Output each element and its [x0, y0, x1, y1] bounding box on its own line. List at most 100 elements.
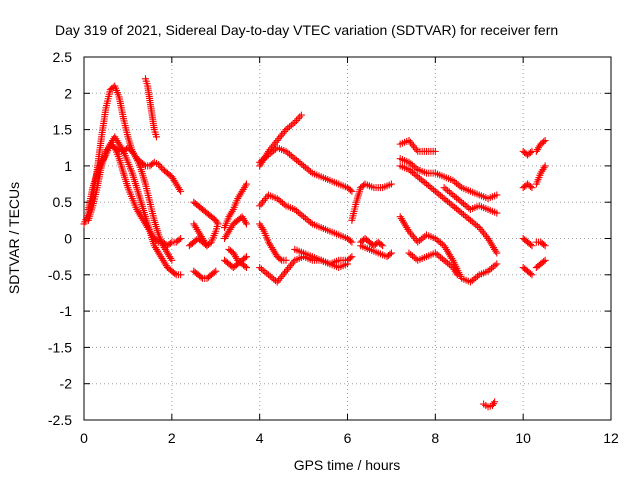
data-point [444, 259, 452, 267]
series-arc-26 [396, 213, 501, 286]
data-point [152, 133, 160, 141]
data-point [257, 265, 265, 273]
data-point [445, 261, 453, 269]
data-point [466, 278, 474, 286]
data-point [435, 237, 443, 245]
x-tick-label: 8 [431, 430, 439, 446]
data-point [293, 207, 301, 215]
data-point [526, 149, 534, 157]
data-point [303, 165, 311, 173]
data-point [344, 260, 351, 268]
data-point [442, 185, 450, 193]
data-point [279, 199, 287, 207]
data-point [348, 238, 356, 246]
data-point [407, 250, 415, 258]
series-arc-30 [519, 147, 536, 159]
data-point [241, 254, 249, 262]
data-point [440, 184, 448, 192]
data-point [412, 171, 420, 179]
chart-title: Day 319 of 2021, Sidereal Day-to-day VTE… [55, 22, 558, 38]
data-point [175, 236, 183, 244]
data-point [493, 260, 501, 268]
series-arc-01 [80, 82, 185, 228]
data-point [456, 182, 464, 190]
data-point [444, 187, 452, 195]
data-points [80, 75, 549, 411]
data-point [301, 163, 309, 171]
data-point [419, 234, 427, 242]
data-point [387, 180, 395, 188]
data-point [456, 208, 464, 216]
data-point [454, 195, 462, 203]
y-tick-label: -1 [60, 303, 73, 319]
data-point [435, 252, 443, 260]
data-point [433, 189, 441, 197]
data-point [541, 162, 549, 170]
data-point [452, 179, 460, 187]
data-point [540, 257, 548, 265]
data-point [444, 197, 452, 205]
data-point [242, 253, 250, 261]
data-point [261, 154, 269, 162]
data-point [292, 117, 300, 125]
data-point [405, 166, 413, 174]
series-arc-04 [106, 140, 176, 264]
data-point [407, 160, 415, 168]
data-point [266, 150, 274, 158]
data-point [407, 167, 415, 175]
data-point [282, 147, 290, 155]
data-point [294, 115, 302, 123]
series-arc-09 [190, 267, 220, 282]
data-point [466, 216, 474, 224]
data-point [438, 255, 446, 263]
data-point [442, 196, 450, 204]
x-tick-label: 6 [344, 430, 352, 446]
data-point [410, 163, 418, 171]
data-point [273, 195, 281, 203]
data-point [256, 264, 264, 272]
series-arc-32 [519, 235, 536, 250]
data-point [305, 217, 313, 225]
data-point [210, 268, 218, 276]
data-point [291, 205, 299, 213]
data-point [437, 239, 445, 247]
data-point [488, 264, 496, 272]
x-axis-label: GPS time / hours [294, 457, 401, 473]
data-point [280, 200, 288, 208]
data-point [445, 188, 453, 196]
data-point [445, 199, 453, 207]
data-point [348, 253, 356, 261]
data-point [259, 266, 267, 274]
data-point [266, 272, 274, 280]
data-point [287, 152, 295, 160]
data-point [433, 250, 441, 258]
data-point [242, 220, 250, 228]
data-point [472, 274, 480, 282]
data-point [294, 208, 302, 216]
series-arc-10 [221, 180, 250, 232]
data-point [270, 275, 278, 283]
data-point [303, 216, 311, 224]
data-point [541, 242, 549, 250]
data-point [300, 162, 308, 170]
y-tick-label: 1 [64, 158, 72, 174]
data-point [489, 263, 497, 271]
x-tick-label: 12 [603, 430, 619, 446]
data-point [421, 179, 429, 187]
y-tick-label: -0.5 [48, 267, 72, 283]
data-point [346, 186, 354, 194]
data-point [528, 271, 536, 279]
data-point [451, 192, 459, 200]
data-point [289, 153, 297, 161]
series-arc-19 [291, 245, 351, 272]
data-point [158, 164, 166, 172]
data-point [282, 256, 290, 264]
data-point [296, 113, 304, 121]
data-point [156, 162, 164, 170]
data-point [307, 219, 315, 227]
series-arc-05 [141, 75, 160, 141]
data-point [410, 253, 418, 261]
data-point [473, 222, 481, 230]
data-point [408, 252, 416, 260]
data-point [166, 239, 174, 247]
